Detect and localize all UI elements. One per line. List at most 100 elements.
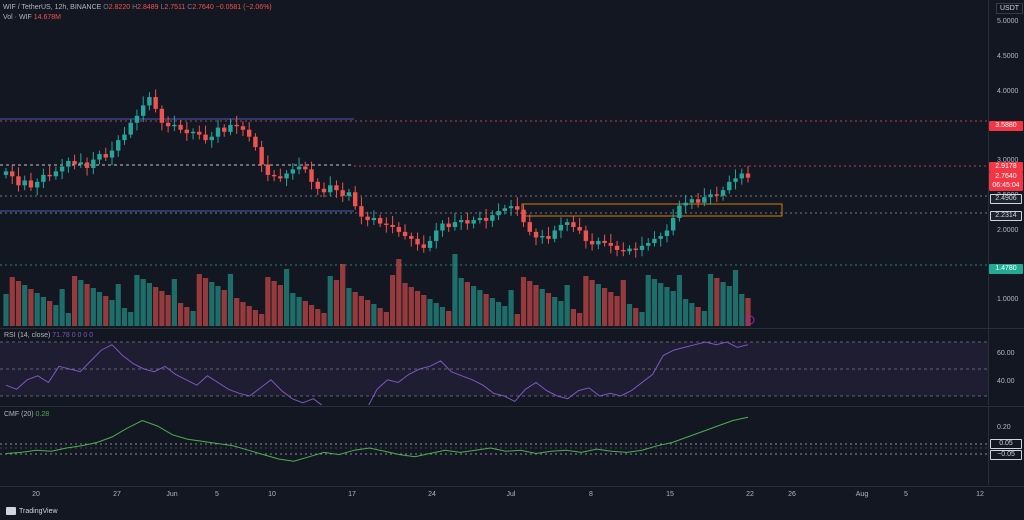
volume-bar [533,285,539,326]
volume-bar [577,313,583,326]
candle-body [265,164,271,175]
candle-body [733,178,738,182]
time-tick: Jul [506,491,516,498]
volume-bar [28,289,34,326]
candle-body [296,166,302,170]
price-tick: 1.0000 [997,296,1019,303]
volume-bar [109,300,115,326]
candle-body [689,199,695,203]
candle-body [508,206,514,209]
volume-bar [464,282,471,326]
volume-bar [215,286,221,326]
rsi-axis[interactable]: 60.00 40.00 [988,329,1024,405]
price-tick: 4.5000 [997,52,1019,60]
replay-marker-icon[interactable] [745,315,755,325]
price-tag: 2.4906 [990,194,1022,204]
candle-body [421,244,426,248]
volume-bar [502,306,508,326]
volume-bar [614,296,620,326]
volume-bar [333,280,340,326]
volume-bar [246,306,252,326]
range-box[interactable] [521,203,783,217]
volume-bar [695,307,701,326]
currency-button[interactable]: USDT [996,3,1024,14]
candle-body [490,215,495,221]
cmf-axis[interactable]: 0.20 0.05 −0.05 [988,407,1024,485]
low-value: 2.7511 [164,4,186,11]
volume-label[interactable]: Vol · WIF [3,14,32,21]
candle-body [315,181,320,189]
candle-body [334,185,339,191]
volume-bar [539,289,545,326]
symbol-title[interactable]: WIF / TetherUS, 12h, BINANCE [3,4,102,11]
volume-bar [732,270,739,326]
candle-body [502,208,508,212]
candle-body [458,220,464,223]
volume-bar [340,264,346,326]
candle-body [571,222,576,228]
candle-body [59,166,65,172]
open-value: 2.8220 [108,4,131,11]
volume-value: 14.678M [33,14,61,21]
cmf-pane[interactable] [0,407,988,485]
price-tag: 3.5880 [989,121,1023,131]
time-tick: 17 [348,491,356,498]
candle-body [84,162,90,168]
candle-body [614,245,620,250]
volume-bar [259,314,265,326]
cmf-legend[interactable]: CMF (20) 0.28 [4,411,49,418]
rsi-pane[interactable] [0,329,988,405]
time-tick: 26 [788,491,796,498]
volume-bar [190,311,196,326]
volume-bar [720,282,726,326]
open-label: O [103,4,109,11]
volume-bar [626,304,633,326]
candle-body [602,240,607,244]
volume-bar [71,276,78,326]
candle-body [434,230,439,241]
volume-bar [115,284,121,326]
volume-bar [377,308,383,326]
candle-body [702,197,707,203]
volume-bar [202,278,209,326]
time-tick: 27 [113,491,121,498]
volume-bar [252,310,259,326]
candle-body [496,211,501,216]
pane-separator[interactable] [0,328,1024,329]
volume-bar [59,289,65,326]
volume-bar [9,277,15,326]
price-chart[interactable] [0,0,988,328]
close-label: C [187,4,193,11]
high-label: H [132,4,138,11]
volume-bar [128,312,134,326]
volume-bar [739,294,745,326]
candle-body [28,180,34,188]
price-tag: 2.7640 [989,172,1023,182]
candle-body [427,240,433,248]
volume-bar [234,298,240,326]
volume-bar [153,287,159,326]
volume-bar [651,279,658,326]
brand-label: TradingView [19,507,58,515]
pane-separator[interactable] [0,406,1024,407]
candle-body [259,147,264,165]
volume-bar [277,285,283,326]
time-tick: 20 [32,491,40,498]
candle-body [284,173,289,179]
time-tick: 5 [215,491,219,498]
chart-legend: WIF / TetherUS, 12h, BINANCE O2.8220 H 2.… [3,3,272,23]
volume-bar [34,293,40,326]
candle-body [34,181,40,188]
volume-bar [209,282,215,326]
rsi-legend[interactable]: RSI (14, close) 71.78 0 0 0 0 [4,332,93,339]
tradingview-logo[interactable]: TradingView [6,507,58,515]
volume-bar [221,290,227,326]
candle-body [621,249,626,252]
candle-body [564,222,570,225]
candle-body [577,227,582,231]
time-tick: 8 [589,491,593,498]
candle-body [552,230,557,239]
candle-body [452,222,458,228]
volume-bar [514,314,520,326]
candle-body [677,205,682,218]
